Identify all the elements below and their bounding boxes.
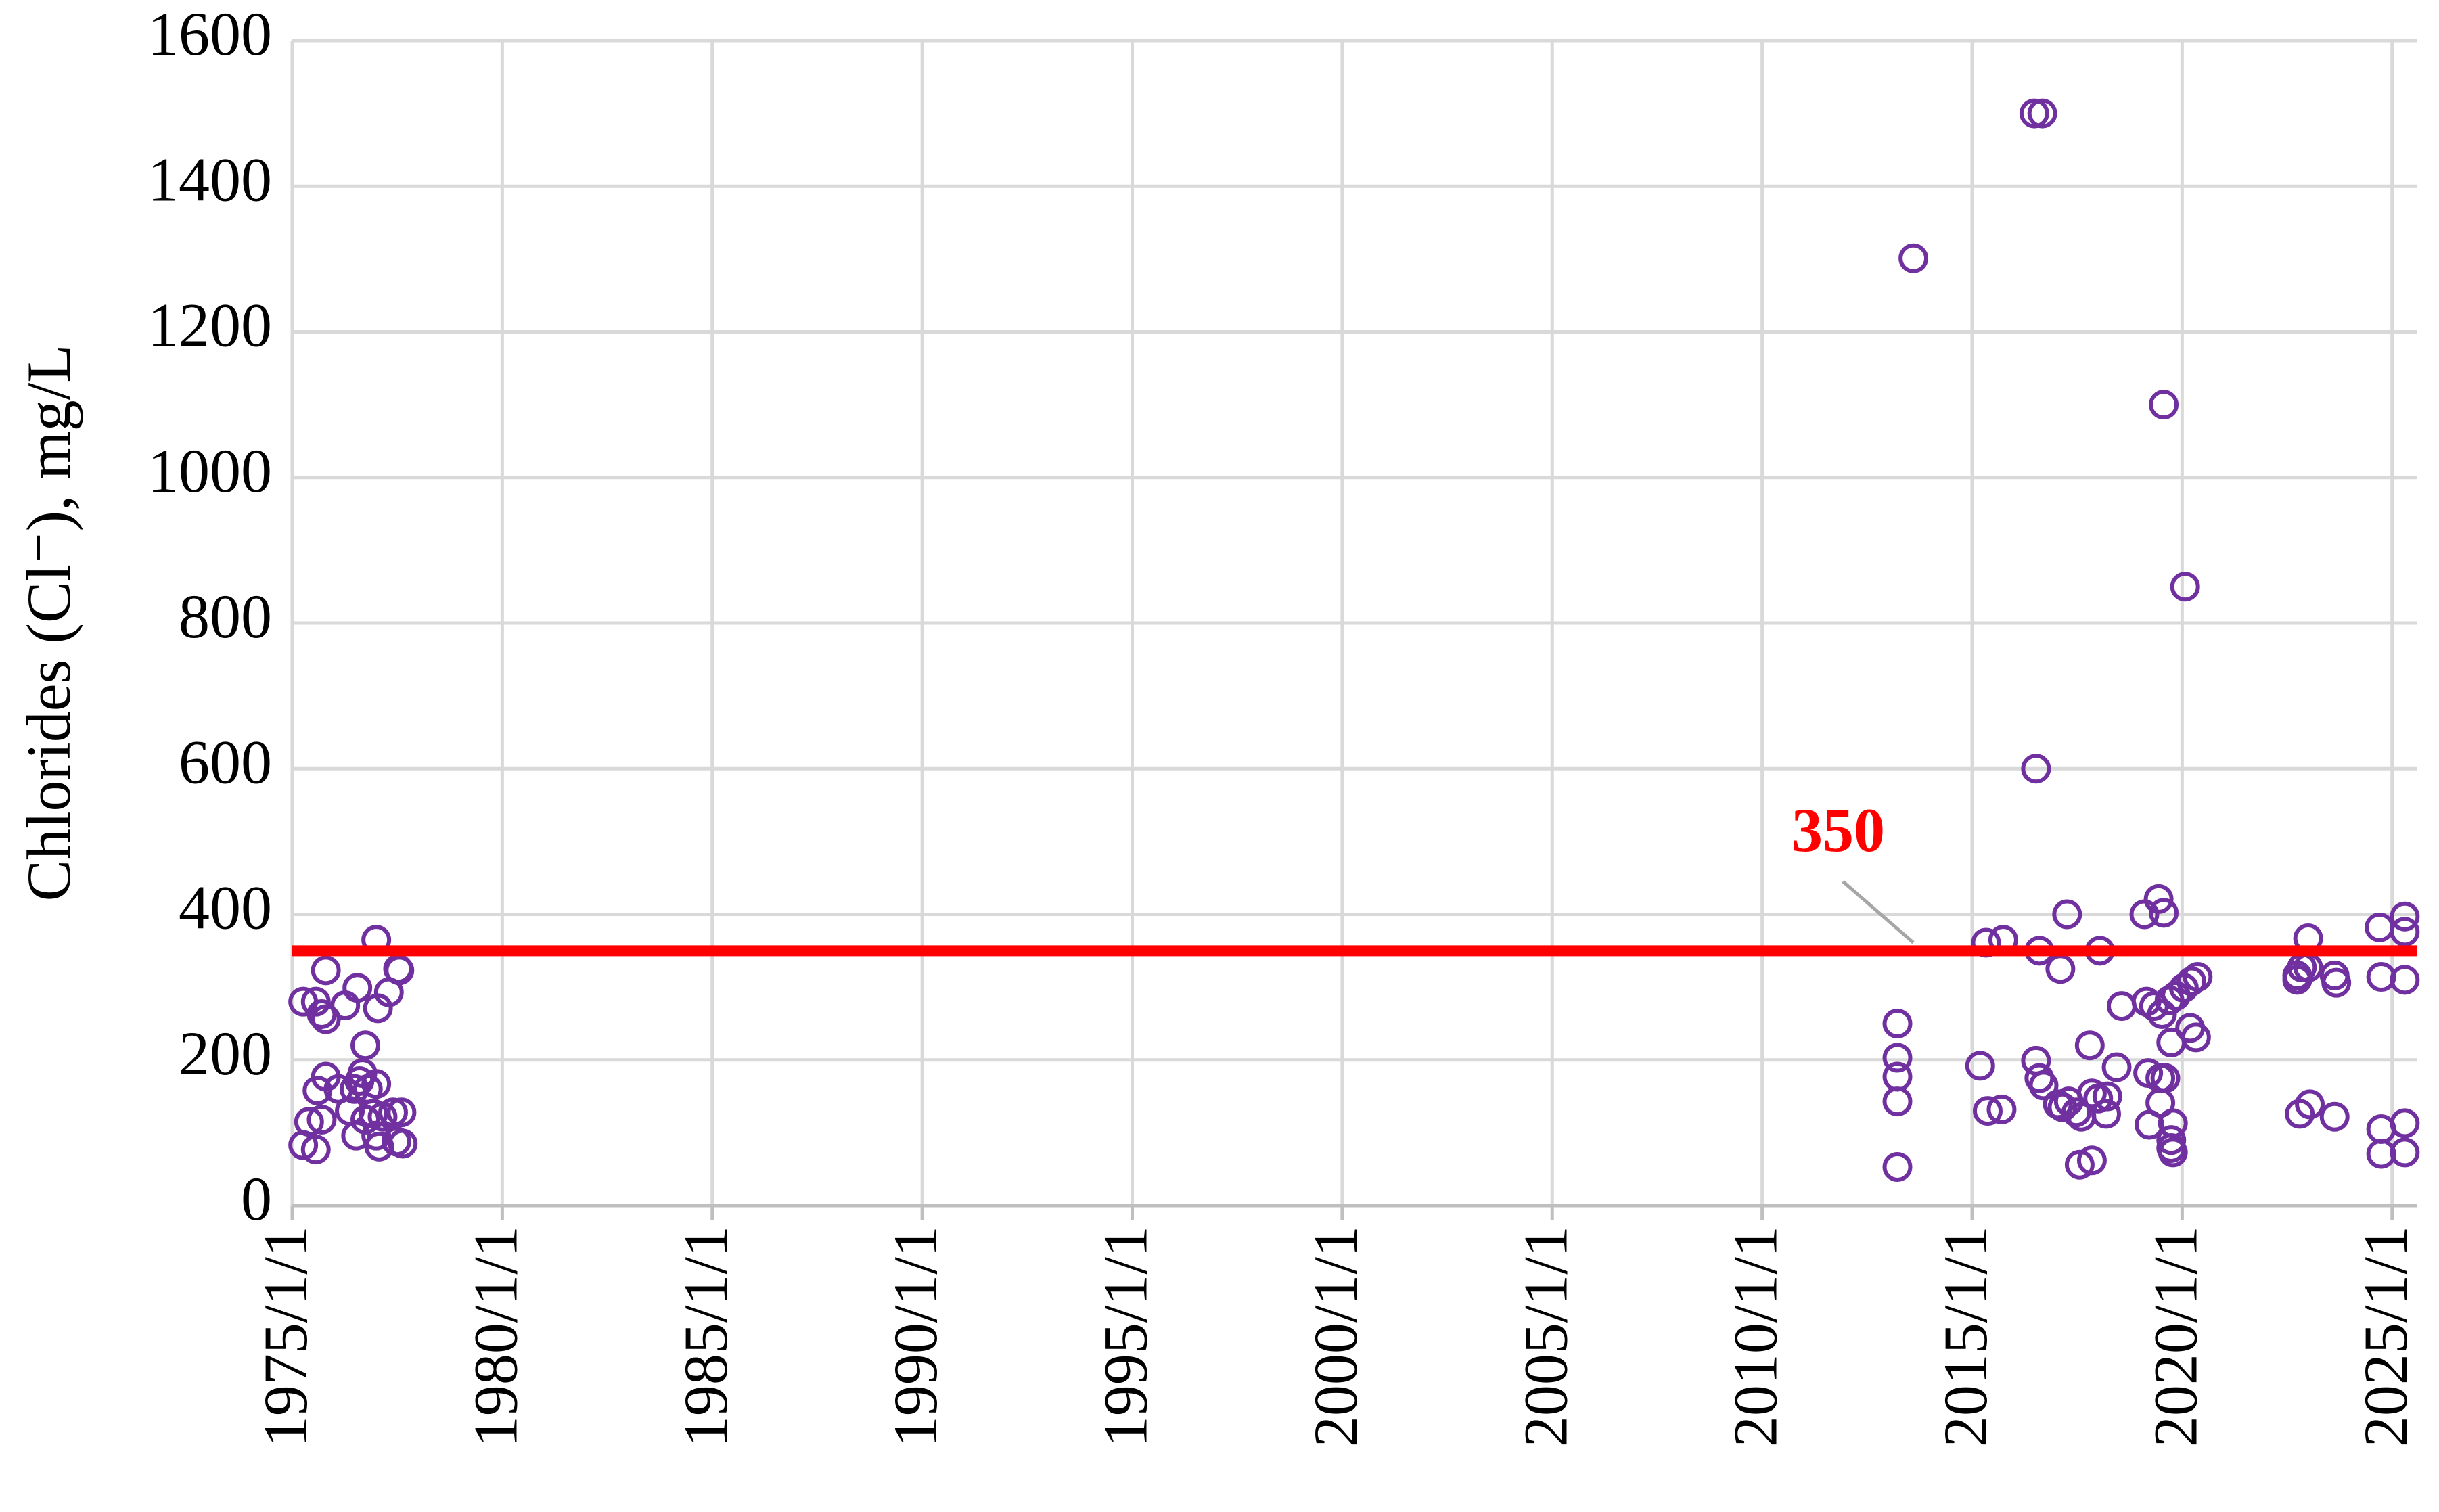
point xyxy=(2319,1101,2350,1132)
y-tick-label: 800 xyxy=(179,582,272,651)
point xyxy=(2019,98,2049,129)
point xyxy=(2390,917,2420,947)
point xyxy=(1882,1151,1913,1182)
point xyxy=(388,1128,418,1159)
point xyxy=(2181,1022,2211,1053)
point xyxy=(2390,1137,2420,1168)
point xyxy=(2045,954,2076,984)
point xyxy=(378,1097,408,1128)
point xyxy=(342,973,373,1003)
point xyxy=(2390,901,2420,932)
x-tick-label: 1985/1/1 xyxy=(671,1226,740,1447)
y-tick-label: 600 xyxy=(179,727,272,796)
point xyxy=(2149,390,2179,420)
point xyxy=(2091,1099,2122,1129)
x-tick-label: 2020/1/1 xyxy=(2141,1226,2210,1447)
point xyxy=(2061,1097,2091,1128)
point xyxy=(2143,884,2174,914)
point xyxy=(1965,1051,1995,1081)
point xyxy=(384,955,415,986)
y-tick-label: 1400 xyxy=(147,145,272,214)
point xyxy=(2156,1125,2187,1155)
point xyxy=(2390,965,2420,995)
point xyxy=(2149,898,2179,928)
point xyxy=(2076,1078,2107,1109)
point xyxy=(311,1004,341,1034)
point xyxy=(2028,1070,2059,1101)
x-tick-label: 2025/1/1 xyxy=(2351,1226,2420,1447)
point xyxy=(1882,1086,1913,1117)
y-tick-label: 1000 xyxy=(147,436,272,505)
annotation-leader xyxy=(1842,880,1915,944)
x-tick-label: 1990/1/1 xyxy=(881,1226,950,1447)
y-tick-label: 400 xyxy=(179,873,272,942)
point xyxy=(2390,1108,2420,1139)
point xyxy=(361,1069,392,1099)
point xyxy=(2092,1081,2122,1112)
x-tick-label: 2010/1/1 xyxy=(1721,1226,1790,1447)
point xyxy=(1986,1094,2017,1124)
point xyxy=(2021,754,2051,784)
point xyxy=(1972,1096,2003,1126)
point xyxy=(1882,1061,1913,1092)
point xyxy=(341,1120,371,1151)
point xyxy=(2052,899,2082,930)
point xyxy=(2101,1052,2132,1082)
point xyxy=(2158,1137,2188,1168)
point xyxy=(1898,243,1929,273)
y-axis-label: Chlorides (Cl⁻), mg/L xyxy=(14,345,83,902)
point xyxy=(2076,1145,2107,1176)
point xyxy=(1882,1043,1913,1073)
point xyxy=(2027,98,2057,129)
point xyxy=(2366,1139,2396,1169)
y-tick-label: 200 xyxy=(179,1019,272,1088)
point xyxy=(311,955,341,986)
y-tick-label: 1200 xyxy=(147,291,272,360)
point xyxy=(2285,1099,2315,1129)
point xyxy=(2183,962,2213,992)
x-tick-label: 1995/1/1 xyxy=(1091,1226,1160,1447)
point xyxy=(2295,1089,2325,1120)
point xyxy=(2106,991,2137,1022)
point xyxy=(306,1105,337,1135)
point xyxy=(2074,1030,2105,1061)
point xyxy=(2365,912,2395,942)
point xyxy=(350,1030,381,1061)
x-tick-label: 1980/1/1 xyxy=(461,1226,530,1447)
x-tick-label: 2005/1/1 xyxy=(1511,1226,1580,1447)
x-tick-label: 2000/1/1 xyxy=(1301,1226,1370,1447)
point xyxy=(2176,966,2207,996)
point xyxy=(1882,1008,1913,1038)
point xyxy=(386,1097,417,1128)
threshold-label: 350 xyxy=(1792,796,1885,865)
y-tick-label: 1600 xyxy=(147,0,272,68)
point xyxy=(2170,572,2200,602)
y-tick-label: 0 xyxy=(241,1164,272,1233)
point xyxy=(294,1107,324,1137)
point xyxy=(300,1135,331,1165)
x-tick-label: 2015/1/1 xyxy=(1931,1226,2000,1447)
point xyxy=(2321,967,2352,998)
x-tick-label: 1975/1/1 xyxy=(251,1226,320,1447)
